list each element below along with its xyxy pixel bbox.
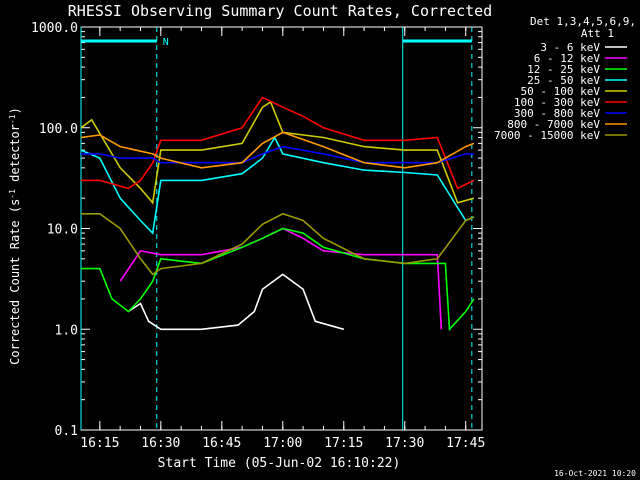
series-line-5 — [81, 96, 475, 190]
night-marker-label: N — [163, 37, 169, 48]
y-tick-label: 1.0 — [55, 323, 78, 338]
legend-header-line-2: Att 1 — [581, 27, 614, 40]
x-tick-label: 17:15 — [324, 436, 363, 451]
legend-label: 300 - 800 keV — [514, 107, 600, 120]
legend-label: 12 - 25 keV — [527, 63, 600, 76]
legend-label: 6 - 12 keV — [534, 52, 601, 65]
x-tick-label: 16:30 — [141, 436, 180, 451]
y-tick-label: 10.0 — [47, 223, 78, 238]
x-tick-label: 17:45 — [446, 436, 485, 451]
series-line-3 — [81, 135, 475, 235]
plot-area: 0.1 1.0 10.0 100.0 1000.0 16:15 16:30 16:45 17:0… — [31, 21, 485, 451]
generation-timestamp: 16-Oct-2021 10:20 — [554, 469, 636, 478]
y-tick-label: 1000.0 — [31, 21, 78, 36]
series-line-6 — [81, 145, 474, 164]
x-tick-label: 16:45 — [202, 436, 241, 451]
chart-title: RHESSI Observing Summary Count Rates, Co… — [68, 2, 492, 20]
series-line-4 — [81, 100, 475, 205]
y-axis-label: Corrected Count Rate (s-1 detector-1) — [8, 107, 23, 365]
legend-label: 7000 - 15000 keV — [494, 129, 600, 142]
legend-label: 100 - 300 keV — [514, 96, 600, 109]
legend-label: 800 - 7000 keV — [507, 118, 600, 131]
x-axis-label: Start Time (05-Jun-02 16:10:22) — [158, 456, 401, 471]
series-line-0 — [127, 273, 345, 331]
legend-label: 3 - 6 keV — [540, 41, 600, 54]
legend-header-line-1: Det 1,3,4,5,6,9, — [530, 15, 636, 28]
x-tick-label: 17:00 — [263, 436, 302, 451]
legend-label: 25 - 50 keV — [527, 74, 600, 87]
x-tick-label: 16:15 — [80, 436, 119, 451]
x-tick-label: 17:30 — [385, 436, 424, 451]
series-line-7 — [81, 131, 475, 169]
legend-label: 50 - 100 keV — [521, 85, 601, 98]
series-line-8 — [81, 212, 475, 276]
y-tick-label: 0.1 — [55, 424, 78, 439]
y-tick-label: 100.0 — [39, 122, 78, 137]
series-line-2 — [81, 227, 475, 332]
